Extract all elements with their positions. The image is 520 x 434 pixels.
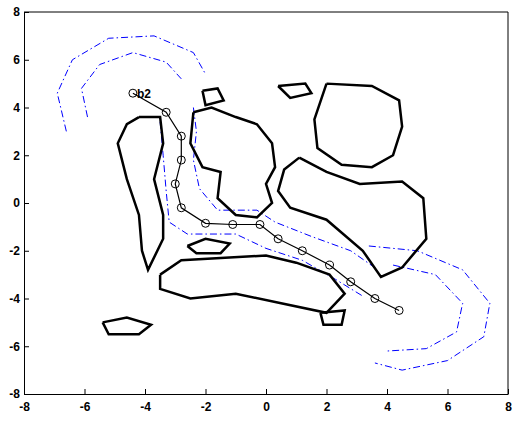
obstacle: [314, 84, 402, 168]
y-tick-mark: [24, 394, 29, 395]
y-tick: 2: [13, 149, 29, 163]
path-point: [326, 261, 334, 269]
data-layer: [57, 36, 490, 370]
x-tick: 6: [445, 389, 452, 414]
y-tick-label: -2: [9, 244, 20, 258]
plot: -8 -6 -4 -2 0 2 4 6 8 -8 -6 -4 -2 0 2 4 6 8 b2: [9, 5, 512, 413]
sensor-line: [387, 265, 463, 351]
x-axis-line: [25, 394, 509, 395]
x-tick-mark: [508, 389, 509, 394]
y-tick-mark: [24, 299, 29, 300]
x-tick: 0: [263, 389, 270, 414]
obstacle: [278, 84, 311, 98]
obstacle: [187, 239, 229, 253]
x-tick-mark: [206, 389, 207, 394]
x-axis: -8 -6 -4 -2 0 2 4 6 8: [19, 389, 512, 414]
path-point: [395, 306, 403, 314]
path-line: [133, 93, 399, 310]
y-tick: -2: [9, 244, 29, 258]
y-tick-mark: [24, 108, 29, 109]
y-tick-label: 4: [13, 101, 20, 115]
y-tick-label: 0: [13, 196, 20, 210]
obstacle: [190, 108, 275, 218]
x-tick: -6: [80, 389, 91, 414]
obstacle: [118, 117, 163, 270]
x-tick-label: 2: [324, 400, 331, 414]
path-point: [162, 108, 170, 116]
sensor-line: [160, 122, 363, 296]
x-tick-label: -2: [201, 400, 212, 414]
y-tick: -6: [9, 340, 29, 354]
y-tick-mark: [24, 60, 29, 61]
chart: -8 -6 -4 -2 0 2 4 6 8 -8 -6 -4 -2 0 2 4 6 8 b2: [0, 0, 520, 434]
path-point: [256, 220, 264, 228]
path-point: [298, 247, 306, 255]
y-axis: -8 -6 -4 -2 0 2 4 6 8: [9, 5, 29, 401]
y-tick-mark: [24, 346, 29, 347]
y-tick-label: 6: [13, 53, 20, 67]
frame: [508, 12, 509, 394]
y-tick-mark: [24, 251, 29, 252]
obstacle: [320, 310, 344, 324]
y-tick: 4: [13, 101, 29, 115]
y-tick-label: 2: [13, 149, 20, 163]
y-tick-mark: [24, 12, 29, 13]
y-tick-label: -8: [9, 387, 20, 401]
x-tick-mark: [327, 389, 328, 394]
path-point: [229, 220, 237, 228]
obstacle: [202, 88, 223, 105]
x-tick-mark: [85, 389, 86, 394]
path-point: [129, 89, 137, 97]
y-tick: -8: [9, 387, 29, 401]
obstacle: [160, 256, 345, 313]
x-tick: 8: [505, 389, 512, 414]
x-tick: -4: [140, 389, 151, 414]
sensor-line: [57, 36, 205, 132]
frame: [24, 12, 508, 13]
path-point: [347, 278, 355, 286]
x-tick-label: -4: [140, 400, 151, 414]
x-tick: -2: [201, 389, 212, 414]
plot-background: [24, 12, 508, 394]
y-tick-label: -6: [9, 340, 20, 354]
sensor-line: [81, 53, 181, 117]
y-tick: 6: [13, 53, 29, 67]
x-tick-label: 0: [263, 400, 270, 414]
y-tick: -4: [9, 292, 29, 306]
y-tick: 0: [13, 196, 29, 210]
y-tick: 8: [13, 5, 29, 19]
y-tick-mark: [24, 203, 29, 204]
obstacle: [278, 158, 426, 277]
y-tick-label: -4: [9, 292, 20, 306]
x-tick-mark: [145, 389, 146, 394]
x-tick: 2: [324, 389, 331, 414]
obstacle: [103, 318, 151, 335]
x-tick-label: 6: [445, 400, 452, 414]
y-tick-label: 8: [13, 5, 20, 19]
x-tick-mark: [448, 389, 449, 394]
x-tick-label: -8: [19, 400, 30, 414]
x-tick-mark: [387, 389, 388, 394]
y-tick-mark: [24, 155, 29, 156]
x-tick: 4: [384, 389, 391, 414]
path-point: [171, 180, 179, 188]
x-tick-label: 4: [384, 400, 391, 414]
sensor-line: [369, 246, 490, 370]
path-point: [177, 132, 185, 140]
path-point: [274, 235, 282, 243]
x-tick-mark: [266, 389, 267, 394]
path-point: [177, 156, 185, 164]
x-tick-label: -6: [80, 400, 91, 414]
x-tick-label: 8: [505, 400, 512, 414]
sensor-line: [193, 108, 378, 270]
path-point: [202, 219, 210, 227]
annotation: b2: [137, 87, 151, 101]
path-point: [371, 295, 379, 303]
path-point: [177, 204, 185, 212]
